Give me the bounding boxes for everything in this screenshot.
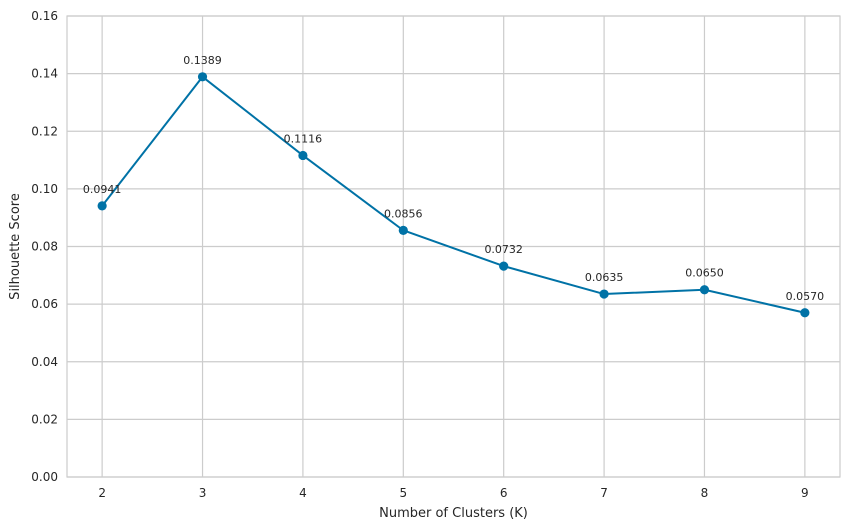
y-tick-label: 0.00 <box>31 470 58 484</box>
data-label: 0.1389 <box>183 54 222 67</box>
x-tick-label: 3 <box>199 486 207 500</box>
y-gridlines <box>67 15 840 478</box>
data-label: 0.0650 <box>685 267 724 280</box>
y-tick-label: 0.06 <box>31 297 58 311</box>
x-tick-label: 4 <box>299 486 307 500</box>
data-point <box>800 308 810 318</box>
y-tick-labels: 0.00 0.02 0.04 0.06 0.08 0.10 0.12 0.14 0.16 <box>31 9 58 484</box>
data-label: 0.0856 <box>384 207 423 220</box>
data-point <box>499 261 509 271</box>
data-point <box>97 201 107 211</box>
x-tick-label: 2 <box>98 486 106 500</box>
x-tick-label: 7 <box>600 486 608 500</box>
x-tick-label: 8 <box>701 486 709 500</box>
x-tick-label: 5 <box>399 486 407 500</box>
data-label-group: 0.0941 0.1389 0.1116 0.0856 0.0732 0.0635 0.06… <box>83 54 824 303</box>
y-tick-label: 0.12 <box>31 124 58 138</box>
series-line <box>101 75 806 314</box>
data-label: 0.0941 <box>83 183 122 196</box>
series-group <box>97 72 810 318</box>
data-point <box>197 72 208 82</box>
data-point <box>298 150 308 161</box>
x-tick-label: 6 <box>500 486 508 500</box>
x-tick-labels: 2 3 4 5 6 7 8 9 <box>98 486 808 500</box>
data-point <box>699 285 710 295</box>
y-tick-label: 0.16 <box>31 9 58 23</box>
data-label: 0.0635 <box>585 271 624 284</box>
y-tick-label: 0.10 <box>31 182 58 196</box>
data-label: 0.0570 <box>786 290 825 303</box>
x-tick-label: 9 <box>801 486 809 500</box>
data-point <box>398 225 408 235</box>
y-tick-label: 0.08 <box>31 240 58 254</box>
y-tick-label: 0.02 <box>31 412 58 426</box>
data-label: 0.1116 <box>284 132 323 145</box>
y-tick-label: 0.14 <box>31 67 58 81</box>
data-label: 0.0732 <box>484 243 523 256</box>
x-axis-title: Number of Clusters (K) <box>379 506 528 521</box>
data-point <box>599 289 609 299</box>
y-tick-label: 0.04 <box>31 355 58 369</box>
y-axis-title: Silhouette Score <box>8 193 23 300</box>
